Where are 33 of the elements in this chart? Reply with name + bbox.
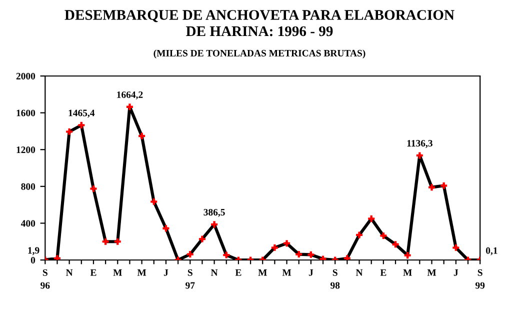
x-tick-label: N — [356, 269, 363, 276]
x-tick-label: E — [90, 269, 96, 276]
x-tick-label: S 99 — [475, 269, 485, 289]
x-tick-label: N — [210, 269, 218, 276]
x-tick-label: N — [66, 269, 73, 276]
data-label: 1465,4 — [68, 110, 95, 118]
x-tick-label: S 97 — [186, 269, 195, 289]
x-tick-label: M — [427, 269, 436, 276]
chart-subtitle: (MILES DE TONELADAS METRICAS BRUTAS) — [154, 50, 366, 58]
y-tick-label: 400 — [20, 220, 36, 227]
y-tick-label: 800 — [21, 183, 36, 190]
x-tick-label: M — [113, 269, 122, 276]
y-tick-label: 1600 — [16, 110, 36, 116]
y-tick-label: 1200 — [16, 146, 36, 154]
x-tick-label: S 96 — [40, 269, 50, 289]
chart-title: DESEMBARQUE DE ANCHOVETA PARA ELABORACION DE HARINA: 1996 - 99 — [64, 10, 454, 36]
x-tick-label: J — [308, 269, 314, 276]
data-label: 0,1 — [486, 247, 498, 256]
x-tick-label: J — [164, 269, 168, 276]
y-tick-label: 0 — [30, 256, 36, 264]
data-label: 1,9 — [28, 247, 40, 256]
x-tick-label: M — [137, 269, 146, 276]
data-label: 1136,3 — [407, 140, 432, 148]
x-tick-label: S 98 — [330, 269, 340, 289]
x-tick-label: M — [282, 269, 292, 276]
data-label: 1664,2 — [117, 91, 143, 100]
x-tick-label: M — [403, 269, 412, 276]
x-tick-label: E — [235, 269, 242, 276]
x-tick-label: J — [454, 269, 458, 276]
x-tick-label: E — [380, 269, 386, 276]
x-tick-label: M — [258, 269, 267, 276]
y-tick-label: 2000 — [16, 72, 36, 80]
data-label: 386,5 — [204, 208, 225, 217]
